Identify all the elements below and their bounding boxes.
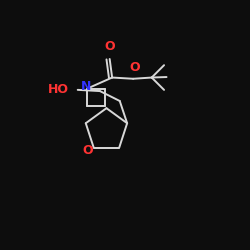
Text: O: O [82,144,93,156]
Text: O: O [104,40,115,53]
Text: O: O [129,61,140,74]
Text: N: N [81,80,91,93]
Text: HO: HO [48,83,69,96]
